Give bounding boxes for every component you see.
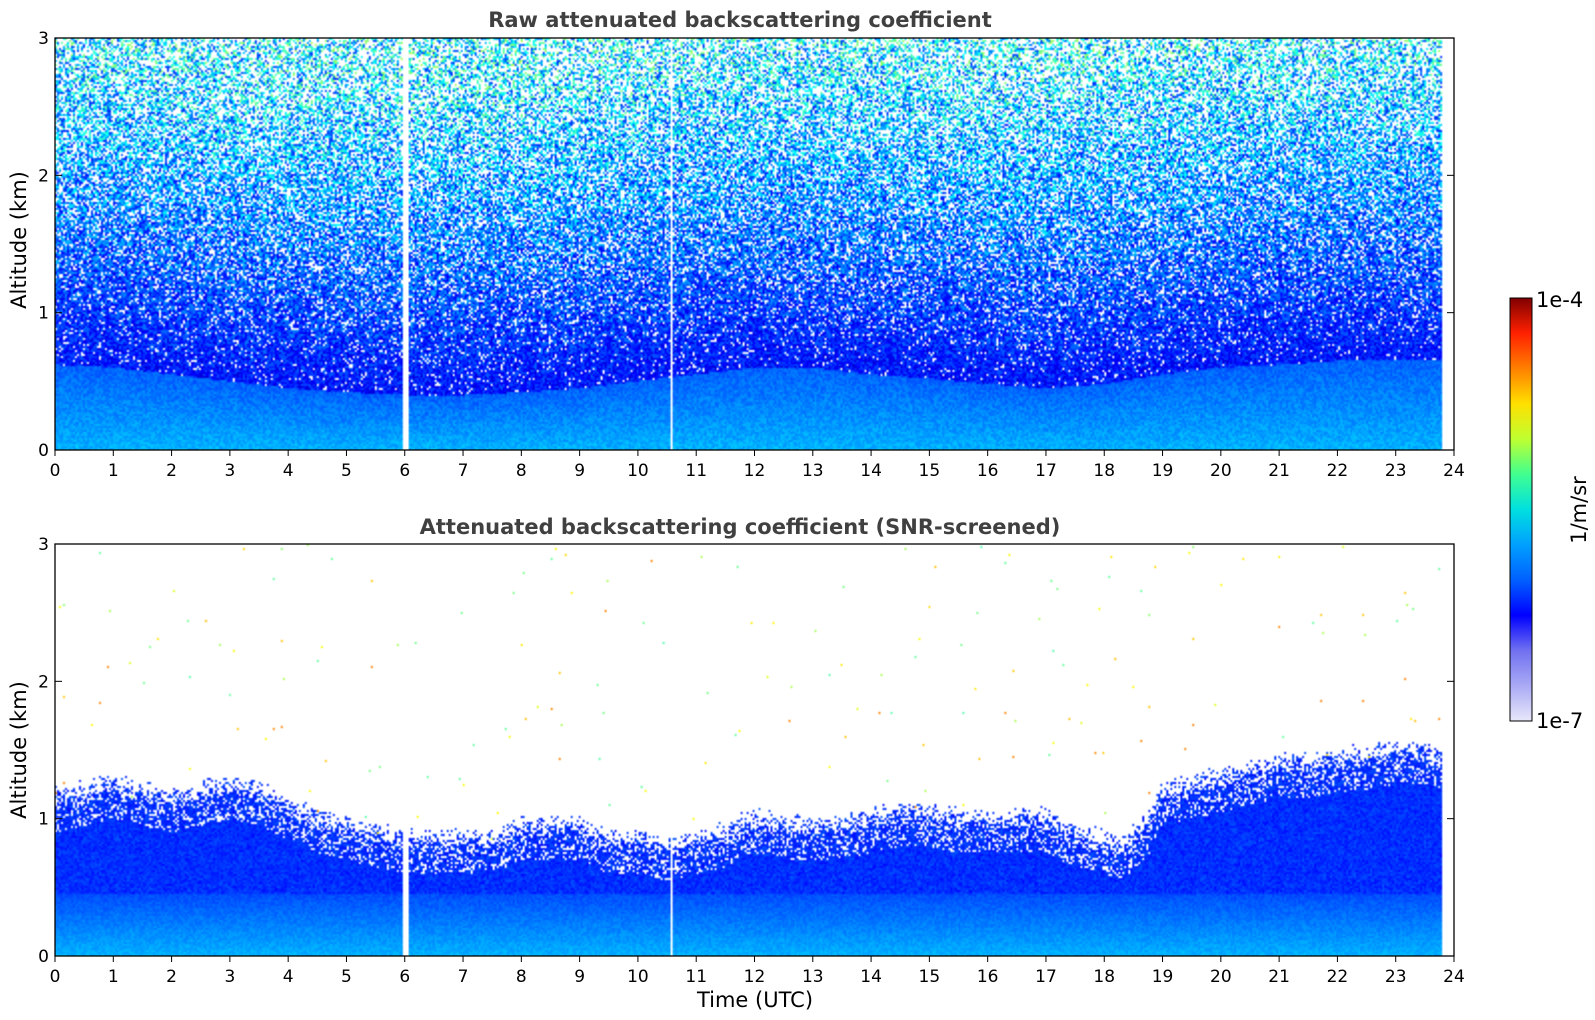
raw-panel-title: Raw attenuated backscattering coefficien… bbox=[488, 8, 992, 32]
screened-x-tick-label: 18 bbox=[1093, 967, 1115, 987]
raw-x-tick-label: 9 bbox=[574, 461, 585, 481]
raw-x-tick-label: 14 bbox=[860, 461, 882, 481]
raw-x-tick-label: 11 bbox=[685, 461, 707, 481]
screened-x-tick-label: 15 bbox=[919, 967, 941, 987]
screened-x-tick-label: 12 bbox=[744, 967, 766, 987]
screened-x-tick-label: 1 bbox=[108, 967, 119, 987]
raw-x-tick-label: 3 bbox=[224, 461, 235, 481]
screened-x-tick-label: 0 bbox=[50, 967, 61, 987]
screened-backscatter-heatmap bbox=[55, 544, 1454, 956]
screened-y-axis-label: Altitude (km) bbox=[7, 681, 31, 819]
raw-x-tick-label: 21 bbox=[1268, 461, 1290, 481]
screened-x-tick-label: 4 bbox=[283, 967, 294, 987]
screened-x-tick-label: 22 bbox=[1327, 967, 1349, 987]
screened-x-tick-label: 19 bbox=[1152, 967, 1174, 987]
screened-y-tick-label: 3 bbox=[38, 535, 49, 555]
raw-x-tick-label: 12 bbox=[744, 461, 766, 481]
raw-x-tick-label: 7 bbox=[458, 461, 469, 481]
x-axis-label: Time (UTC) bbox=[696, 988, 813, 1012]
colorbar-gradient bbox=[1509, 297, 1533, 722]
screened-x-tick-label: 11 bbox=[685, 967, 707, 987]
colorbar-unit-label: 1/m/sr bbox=[1567, 476, 1591, 544]
screened-x-tick-label: 6 bbox=[399, 967, 410, 987]
screened-x-tick-label: 5 bbox=[341, 967, 352, 987]
raw-x-tick-label: 13 bbox=[802, 461, 824, 481]
raw-y-tick-label: 0 bbox=[38, 441, 49, 461]
screened-x-tick-label: 13 bbox=[802, 967, 824, 987]
screened-y-tick-label: 2 bbox=[38, 672, 49, 692]
screened-x-tick-label: 23 bbox=[1385, 967, 1407, 987]
screened-plot-frame bbox=[54, 543, 1455, 957]
screened-x-tick-label: 20 bbox=[1210, 967, 1232, 987]
raw-y-tick-label: 2 bbox=[38, 166, 49, 186]
screened-x-tick-label: 16 bbox=[977, 967, 999, 987]
raw-x-tick-label: 19 bbox=[1152, 461, 1174, 481]
raw-x-tick-label: 5 bbox=[341, 461, 352, 481]
raw-x-tick-label: 20 bbox=[1210, 461, 1232, 481]
screened-x-tick-label: 7 bbox=[458, 967, 469, 987]
raw-backscatter-heatmap bbox=[55, 38, 1454, 450]
screened-y-tick-label: 0 bbox=[38, 947, 49, 967]
raw-y-tick-label: 3 bbox=[38, 29, 49, 49]
raw-x-tick-label: 17 bbox=[1035, 461, 1057, 481]
screened-backscatter-panel: Attenuated backscattering coefficient (S… bbox=[7, 515, 1465, 1012]
raw-x-tick-label: 18 bbox=[1093, 461, 1115, 481]
raw-y-axis-label: Altitude (km) bbox=[7, 171, 31, 309]
raw-x-tick-label: 6 bbox=[399, 461, 410, 481]
screened-panel-title: Attenuated backscattering coefficient (S… bbox=[420, 515, 1061, 539]
raw-x-tick-label: 22 bbox=[1327, 461, 1349, 481]
raw-x-tick-label: 8 bbox=[516, 461, 527, 481]
raw-x-axis: 0 1 2 3 4 5 6 7 8 9 10 11 12 13 14 15 16 17 18 19 20 21 22 23 24 bbox=[50, 450, 1465, 481]
colorbar-min-label: 1e-7 bbox=[1536, 709, 1583, 733]
screened-x-tick-label: 21 bbox=[1268, 967, 1290, 987]
raw-x-tick-label: 10 bbox=[627, 461, 649, 481]
raw-x-tick-label: 15 bbox=[919, 461, 941, 481]
raw-x-tick-label: 2 bbox=[166, 461, 177, 481]
raw-x-tick-label: 23 bbox=[1385, 461, 1407, 481]
raw-x-tick-label: 0 bbox=[50, 461, 61, 481]
raw-plot-frame bbox=[54, 37, 1455, 451]
screened-x-axis: 0 1 2 3 4 5 6 7 8 9 10 11 12 13 14 15 16 17 18 19 20 21 22 23 24 bbox=[50, 956, 1465, 987]
screened-x-tick-label: 17 bbox=[1035, 967, 1057, 987]
screened-x-tick-label: 9 bbox=[574, 967, 585, 987]
raw-y-tick-label: 1 bbox=[38, 304, 49, 324]
screened-x-tick-label: 8 bbox=[516, 967, 527, 987]
screened-x-tick-label: 10 bbox=[627, 967, 649, 987]
colorbar-max-label: 1e-4 bbox=[1536, 288, 1583, 312]
screened-x-tick-label: 14 bbox=[860, 967, 882, 987]
raw-x-tick-label: 24 bbox=[1443, 461, 1465, 481]
raw-x-tick-label: 16 bbox=[977, 461, 999, 481]
raw-x-tick-label: 1 bbox=[108, 461, 119, 481]
colorbar: 1e-4 1e-7 1/m/sr bbox=[1509, 288, 1591, 733]
raw-x-tick-label: 4 bbox=[283, 461, 294, 481]
screened-x-tick-label: 24 bbox=[1443, 967, 1465, 987]
screened-x-tick-label: 3 bbox=[224, 967, 235, 987]
screened-x-tick-label: 2 bbox=[166, 967, 177, 987]
raw-backscatter-panel: Raw attenuated backscattering coefficien… bbox=[7, 8, 1465, 481]
screened-y-tick-label: 1 bbox=[38, 810, 49, 830]
